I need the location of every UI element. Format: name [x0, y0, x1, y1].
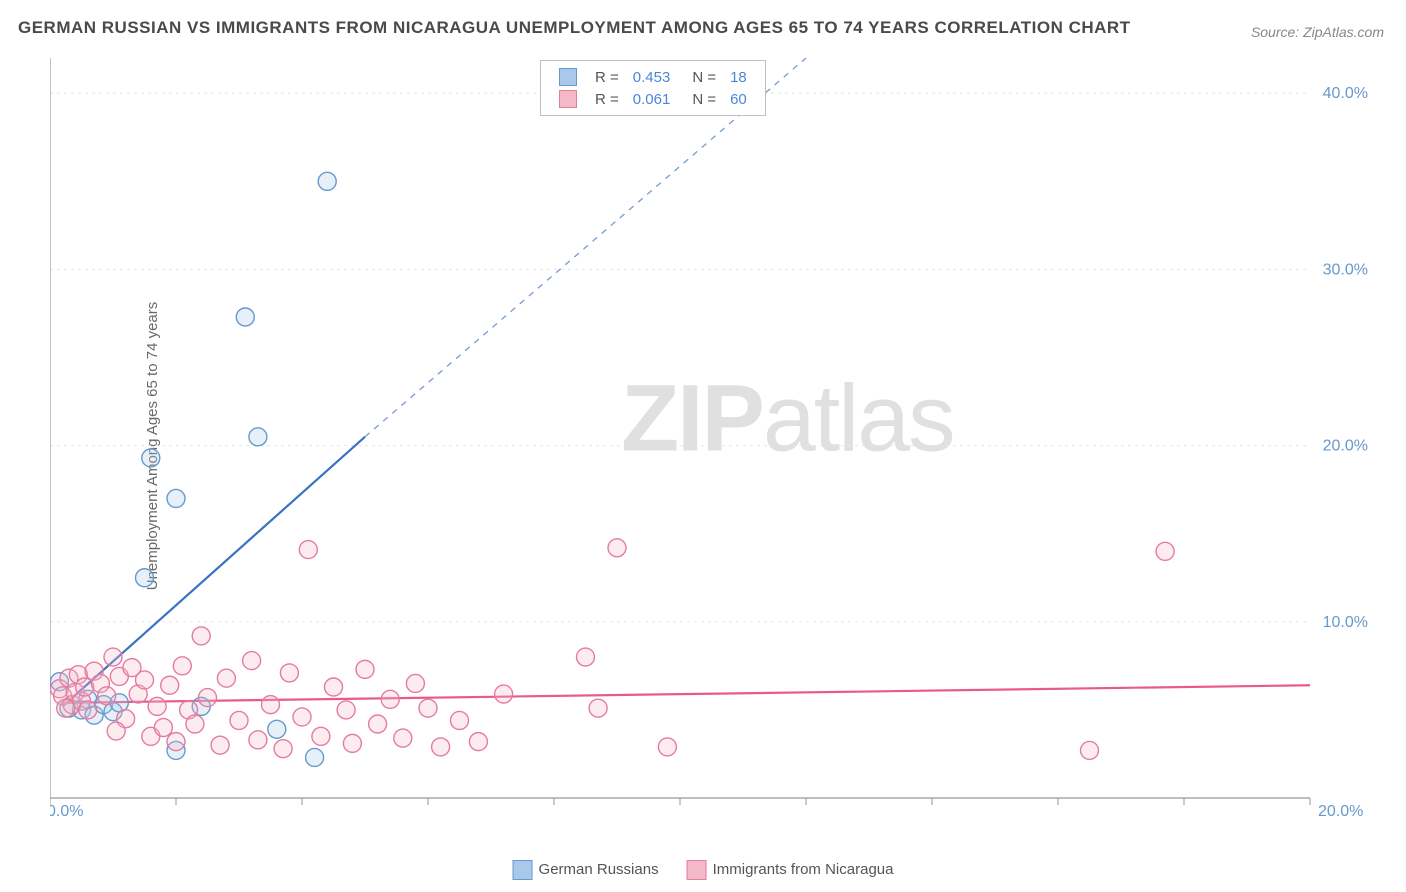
- source-attribution: Source: ZipAtlas.com: [1251, 24, 1384, 40]
- legend-item: Immigrants from Nicaragua: [687, 860, 894, 880]
- chart-title: GERMAN RUSSIAN VS IMMIGRANTS FROM NICARA…: [18, 18, 1131, 38]
- legend-item: German Russians: [513, 860, 659, 880]
- scatter-plot: 0.0% 20.0% 10.0% 20.0% 30.0% 40.0%: [50, 58, 1370, 818]
- stats-row: R =0.453N =18: [553, 67, 753, 87]
- stats-row: R =0.061N =60: [553, 89, 753, 109]
- svg-text:30.0%: 30.0%: [1323, 261, 1368, 278]
- svg-text:10.0%: 10.0%: [1323, 614, 1368, 631]
- svg-text:0.0%: 0.0%: [50, 803, 83, 818]
- series-legend: German Russians Immigrants from Nicaragua: [513, 860, 894, 880]
- chart-svg: 0.0% 20.0% 10.0% 20.0% 30.0% 40.0%: [50, 58, 1370, 818]
- svg-text:20.0%: 20.0%: [1318, 803, 1363, 818]
- stats-legend-box: R =0.453N =18R =0.061N =60: [540, 60, 766, 116]
- svg-text:20.0%: 20.0%: [1323, 438, 1368, 455]
- svg-text:40.0%: 40.0%: [1323, 85, 1368, 102]
